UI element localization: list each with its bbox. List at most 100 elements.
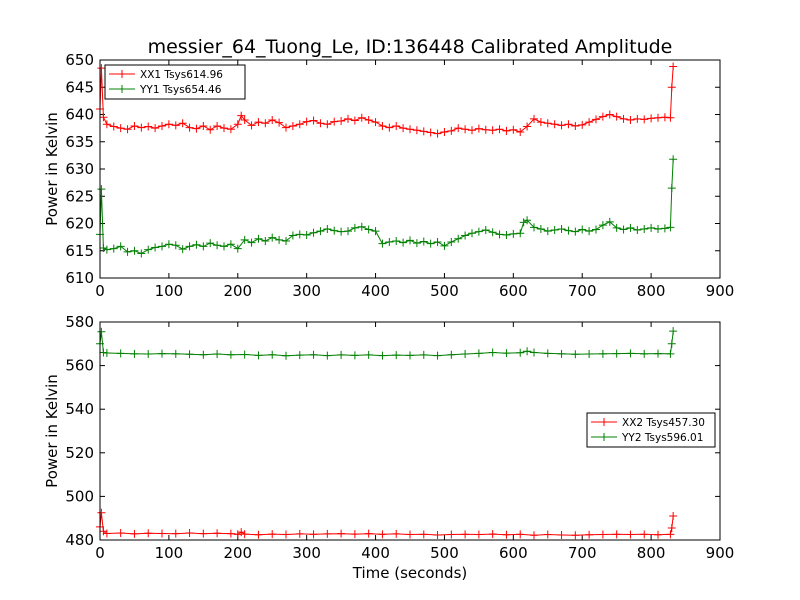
data-point [447,238,456,247]
data-point [364,225,373,234]
data-point [164,240,173,249]
data-point [433,351,442,360]
data-point [605,217,614,226]
data-point [158,529,166,538]
data-point [171,121,180,130]
data-point [151,243,160,252]
y-tick-label: 500 [65,487,94,505]
data-point [185,350,194,359]
data-point [392,529,401,538]
data-point [530,531,538,540]
data-point [137,249,146,258]
x-tick-label: 400 [361,282,390,300]
data-point [626,530,635,539]
data-point [337,227,346,236]
data-point [605,110,614,119]
data-point [130,121,139,130]
y-tick-label: 480 [65,531,94,549]
legend-label: YY1 Tsys654.46 [139,84,222,96]
x-tick-label: 300 [292,282,321,300]
data-point [578,120,587,129]
y-tick-label: 635 [65,133,94,151]
data-point [626,349,635,358]
data-point [199,529,208,538]
series-2 [96,327,678,360]
x-tick-label: 300 [292,544,321,562]
data-point [433,530,442,539]
data-point [667,339,676,348]
y-tick-label: 650 [65,51,94,69]
data-point [564,226,573,235]
data-point [99,244,108,253]
data-point [502,126,511,135]
data-point [240,115,249,124]
data-point [295,120,304,129]
data-point [502,230,511,239]
y-tick-label: 610 [65,269,94,287]
data-point [97,327,106,336]
data-point [247,238,256,247]
data-point [667,184,676,193]
data-point [97,185,106,194]
x-tick-label: 700 [568,282,597,300]
y-tick-label: 520 [65,444,94,462]
x-tick-label: 700 [568,544,597,562]
data-point [488,530,497,539]
data-point [399,238,408,247]
data-point [237,528,246,537]
chart-title: messier_64_Tuong_Le, ID:136448 Calibrate… [148,36,673,58]
data-point [282,351,290,360]
data-point [647,223,656,232]
data-point [550,120,559,129]
legend: XX2 Tsys457.30 YY2 Tsys596.01 [586,412,716,448]
data-point [116,349,125,358]
data-point [268,530,277,539]
data-point [316,119,325,128]
data-point [206,239,215,248]
data-point [654,349,662,358]
data-point [178,119,187,128]
data-point [323,120,332,129]
data-point [185,242,194,251]
data-point [426,128,435,137]
y-tick-label: 560 [65,357,94,375]
series-1 [96,508,678,540]
data-point [640,224,649,233]
data-point [302,230,311,239]
data-point [254,234,263,243]
x-tick-label: 800 [637,544,666,562]
x-axis-label: Time (seconds) [352,564,468,582]
data-point [178,245,187,254]
data-point [385,123,394,132]
data-point [550,226,559,235]
data-point [192,124,201,133]
data-point [557,121,566,130]
data-point [102,120,111,129]
data-point [598,530,607,539]
data-point [474,124,483,133]
data-point [309,228,318,237]
data-point [144,122,153,131]
data-point [419,350,428,359]
data-point [447,126,456,135]
data-point [666,349,675,358]
data-point [543,349,552,358]
data-point [488,126,497,135]
data-point [412,239,421,248]
data-point [185,529,194,538]
data-point [123,125,132,134]
data-point [509,125,518,134]
y-tick-label: 645 [65,78,94,96]
data-point [640,349,649,358]
data-point [116,529,125,538]
data-point [585,350,594,359]
data-point [226,350,235,359]
data-point [412,126,421,135]
data-point [247,121,256,130]
data-point [364,350,373,359]
data-point [406,530,414,539]
data-point [220,124,228,133]
data-point [626,223,635,232]
